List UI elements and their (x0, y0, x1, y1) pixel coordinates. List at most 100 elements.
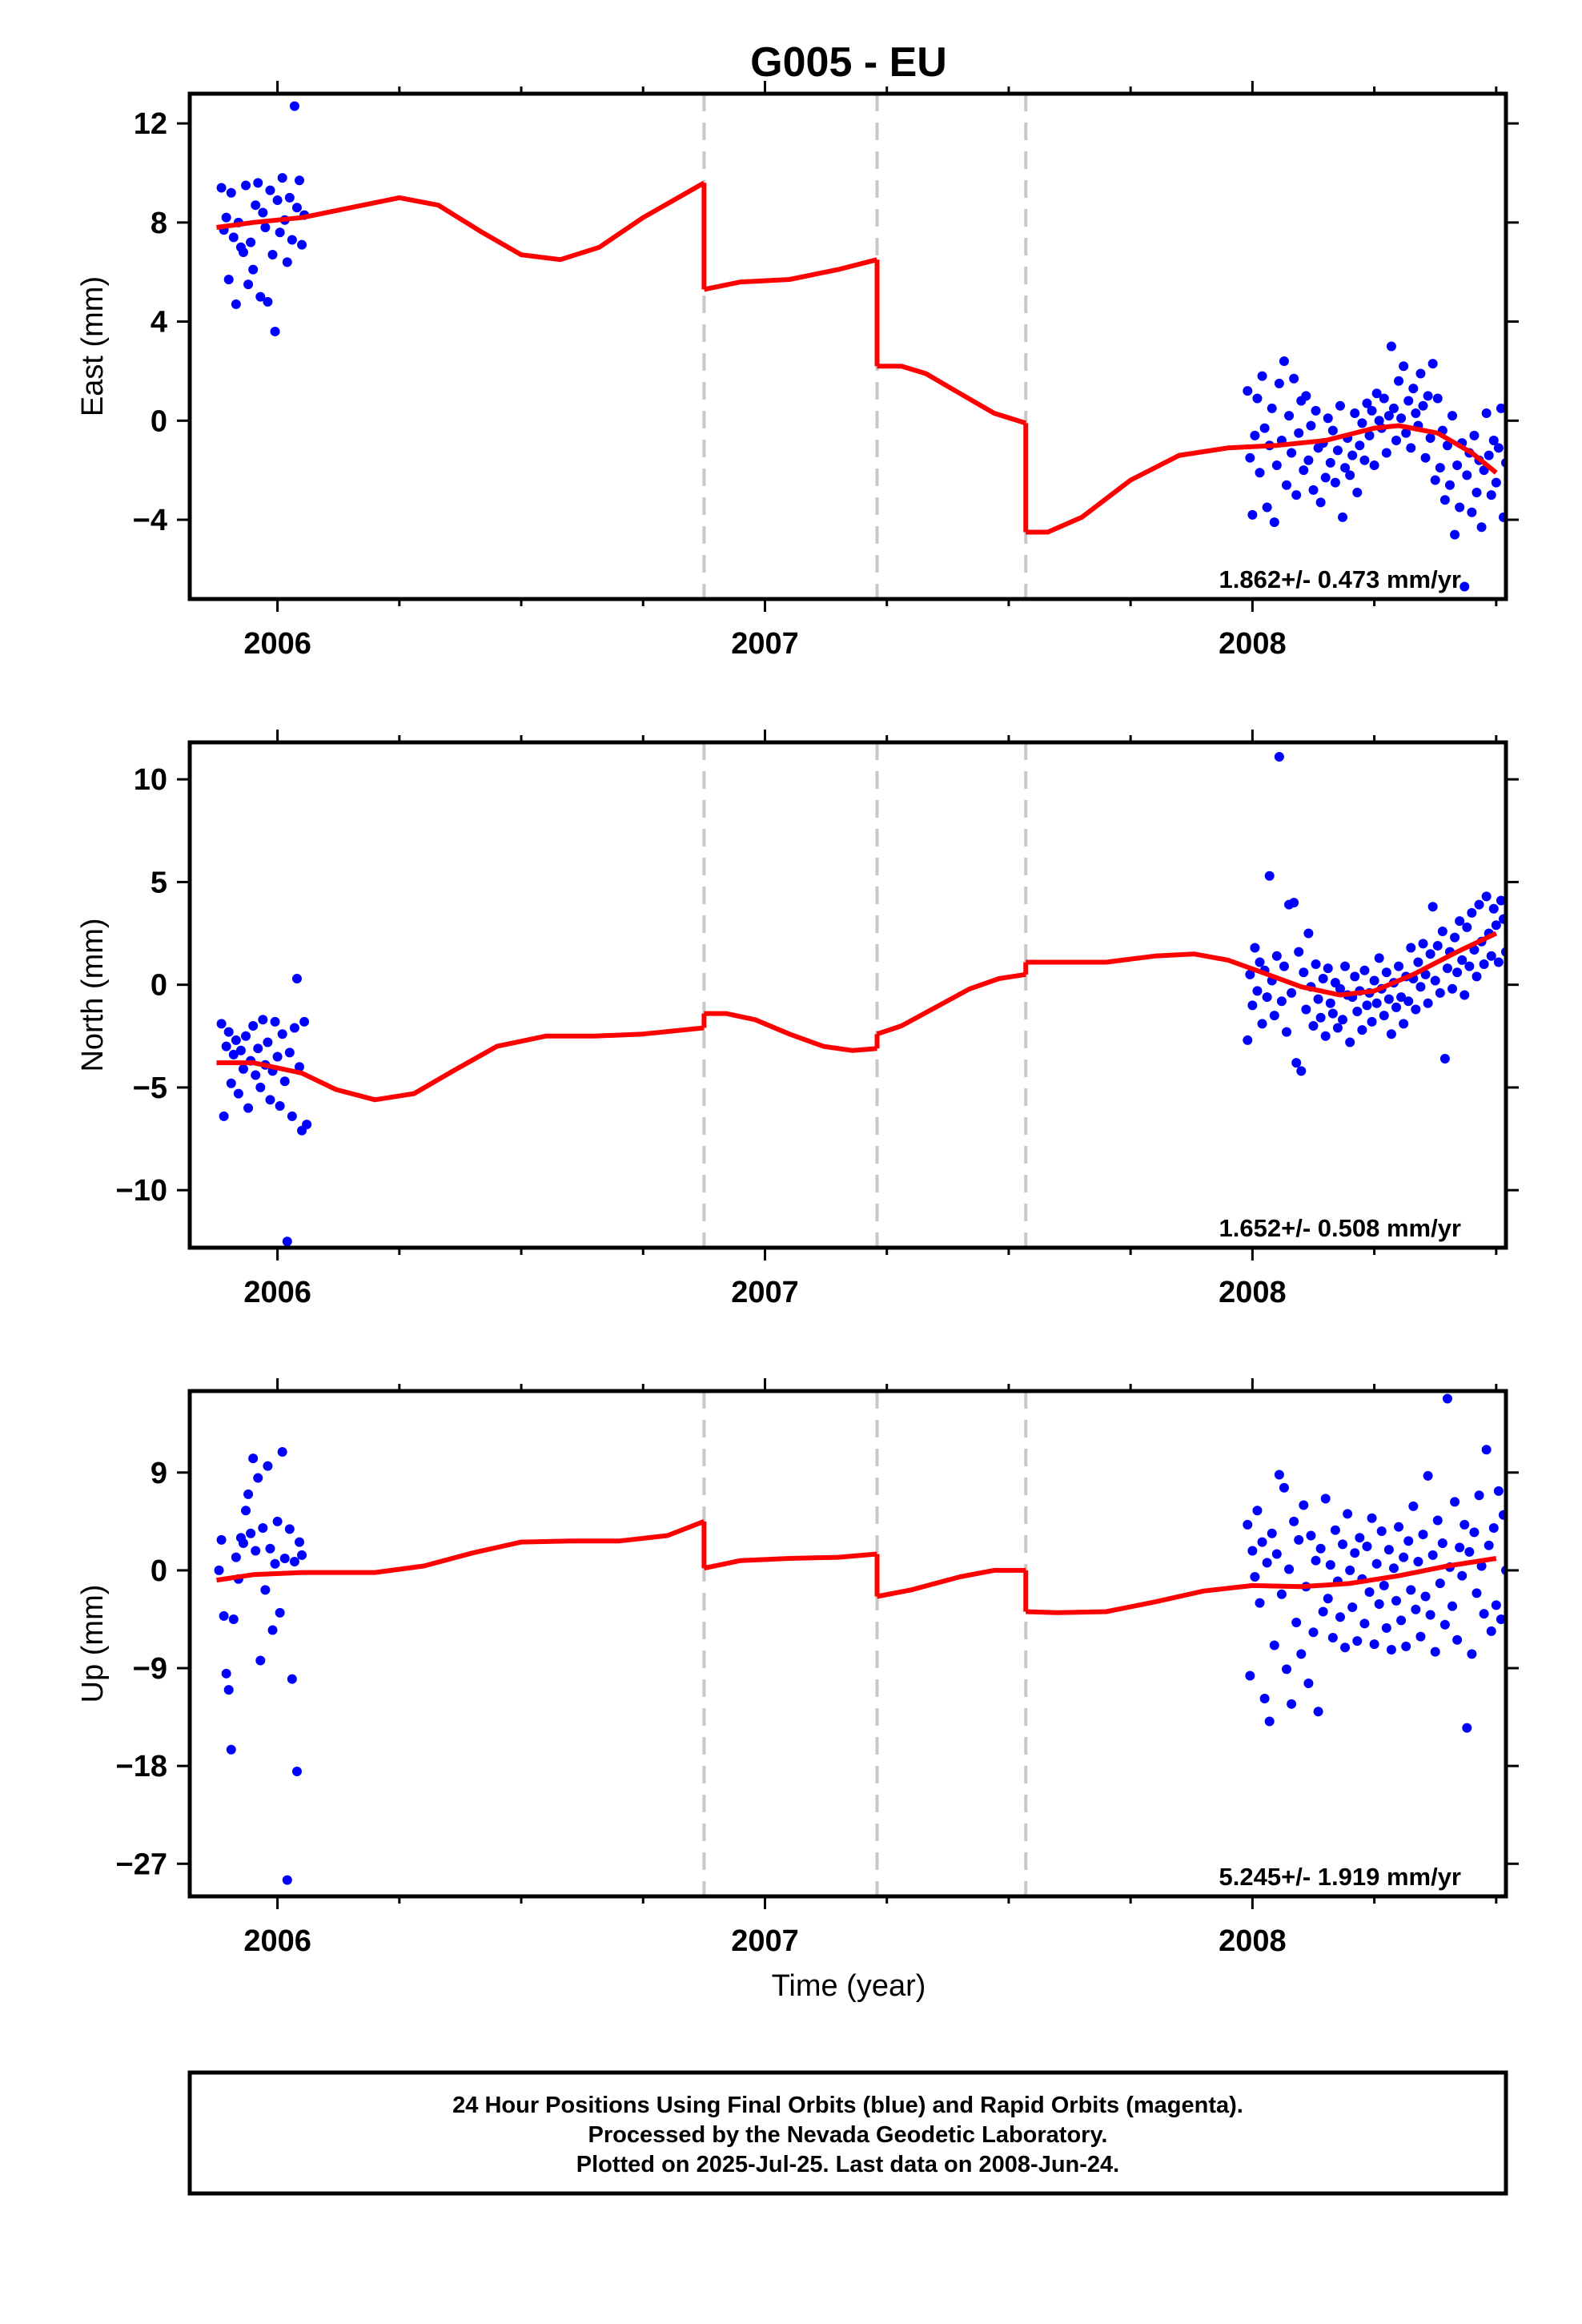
data-point (1374, 953, 1384, 963)
data-point (1335, 1612, 1345, 1622)
data-point (1367, 1513, 1377, 1523)
data-point (1415, 1631, 1426, 1642)
data-point (1274, 378, 1284, 388)
y-tick-label: 4 (151, 306, 167, 340)
data-point (1352, 487, 1363, 497)
data-point (1391, 1002, 1401, 1012)
data-point (228, 1049, 239, 1059)
data-point (1447, 411, 1458, 421)
data-point (1325, 457, 1335, 468)
data-point (1311, 1555, 1321, 1566)
data-point (1381, 967, 1391, 978)
data-point (1383, 411, 1394, 421)
data-point (1447, 1601, 1458, 1611)
data-point (243, 1103, 254, 1113)
data-point (1396, 1615, 1407, 1626)
data-point (1476, 522, 1487, 533)
data-point (1374, 416, 1384, 426)
data-point (1462, 1723, 1472, 1733)
data-point (231, 1552, 241, 1562)
data-point (1479, 959, 1489, 970)
data-points (216, 751, 1506, 1247)
data-point (1406, 1585, 1416, 1595)
data-point (1381, 448, 1391, 458)
data-point (1430, 475, 1440, 485)
data-point (1496, 895, 1506, 906)
data-point (1444, 480, 1455, 490)
data-point (1432, 393, 1443, 404)
model-curve (216, 1519, 1497, 1615)
data-point (1287, 448, 1297, 458)
data-point (275, 1101, 285, 1112)
data-point (1496, 403, 1506, 413)
data-point (1439, 1054, 1450, 1064)
data-point (1374, 1598, 1384, 1609)
data-point (1255, 468, 1265, 478)
data-point (1252, 1506, 1263, 1516)
data-point (1359, 1618, 1370, 1629)
plot-frame (187, 91, 1508, 601)
data-point (1413, 957, 1423, 967)
data-point (1491, 1600, 1501, 1610)
data-point (1279, 1482, 1289, 1493)
data-point (1306, 1530, 1316, 1541)
data-point (1474, 1490, 1484, 1501)
data-point (1367, 405, 1377, 416)
data-point (1287, 1699, 1297, 1709)
data-point (1379, 1580, 1389, 1590)
data-point (1335, 983, 1345, 994)
data-point (1323, 413, 1333, 424)
data-point (1308, 1020, 1319, 1031)
data-point (1406, 443, 1416, 453)
data-point (1338, 1539, 1348, 1550)
data-point (1427, 902, 1438, 912)
y-tick-label: 0 (151, 1554, 167, 1588)
data-point (289, 101, 299, 111)
rate-annotation: 1.862+/- 0.473 mm/yr (1219, 565, 1461, 593)
data-point (258, 1522, 268, 1533)
data-point (1338, 512, 1348, 522)
model-segment (1026, 931, 1498, 998)
data-point (260, 223, 271, 233)
data-point (1330, 1525, 1340, 1535)
data-point (272, 1051, 283, 1062)
data-point (1279, 961, 1289, 971)
y-tick-label: 0 (151, 969, 167, 1003)
data-point (1413, 1557, 1423, 1567)
data-point (1308, 485, 1319, 495)
data-point (1259, 423, 1270, 433)
data-point (1484, 1540, 1494, 1550)
data-point (1252, 986, 1263, 996)
data-point (255, 1655, 266, 1666)
y-axis-label: East (mm) (76, 276, 110, 416)
y-tick-label: −10 (116, 1174, 167, 1208)
data-point (1327, 1008, 1338, 1019)
data-point (243, 279, 254, 290)
x-tick-label: 2007 (731, 627, 799, 661)
y-tick-label: 8 (151, 207, 167, 240)
data-point (1274, 751, 1284, 762)
data-point (1245, 452, 1255, 463)
data-point (1345, 470, 1355, 480)
data-point (1401, 1641, 1411, 1651)
model-segment (703, 257, 878, 292)
data-point (1430, 1647, 1440, 1657)
data-point (1264, 870, 1275, 881)
data-point (241, 180, 251, 191)
data-point (1484, 450, 1494, 460)
x-tick-label: 2006 (243, 1924, 311, 1958)
data-point (1359, 455, 1370, 465)
data-point (1467, 507, 1477, 517)
rate-annotation: 1.652+/- 0.508 mm/yr (1219, 1214, 1461, 1242)
data-point (1247, 1546, 1258, 1556)
data-point (1488, 1522, 1499, 1533)
data-point (1450, 932, 1460, 943)
data-point (1269, 1011, 1279, 1021)
data-point (1401, 428, 1411, 438)
data-point (258, 207, 268, 218)
data-point (270, 1558, 280, 1569)
data-point (1399, 361, 1409, 372)
data-point (1450, 529, 1460, 540)
data-point (1362, 1000, 1372, 1011)
model-segment (876, 1567, 1026, 1599)
